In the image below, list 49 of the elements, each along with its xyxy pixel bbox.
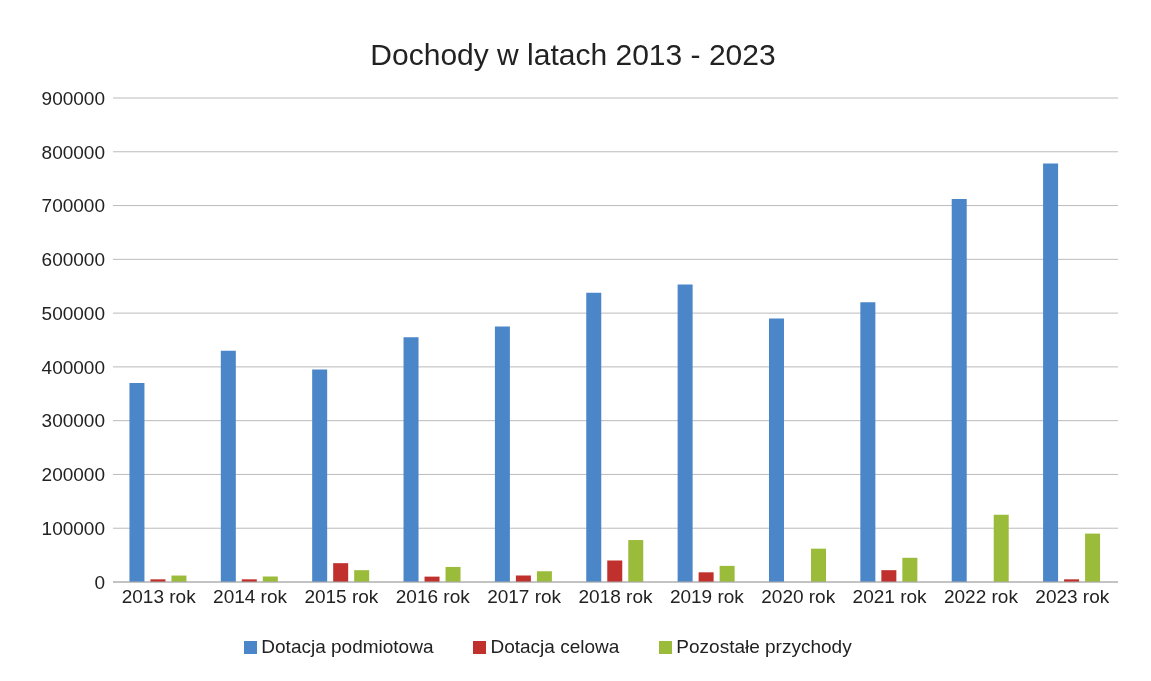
bar: [220, 350, 236, 582]
bar: [129, 383, 145, 582]
x-tick-label: 2015 rok: [304, 586, 379, 608]
bar: [607, 560, 623, 582]
x-tick-label: 2021 rok: [852, 586, 928, 608]
bar: [445, 566, 461, 582]
x-tick-label: 2020 rok: [761, 586, 836, 608]
x-tick-label: 2016 rok: [395, 586, 471, 608]
bar: [536, 571, 552, 582]
legend-label: Pozostałe przychody: [676, 636, 852, 657]
bar: [333, 563, 349, 582]
chart-title: Dochody w latach 2013 - 2023: [369, 37, 777, 73]
bar: [677, 284, 693, 582]
y-tick-label: 800000: [41, 141, 105, 163]
bar: [628, 540, 644, 582]
bar: [810, 548, 826, 582]
bar: [494, 326, 510, 582]
bar: [354, 570, 370, 582]
x-tick-label: 2018 rok: [578, 586, 653, 608]
bar: [1085, 533, 1101, 582]
x-tick-label: 2023 rok: [1035, 586, 1110, 608]
legend-label: Dotacja celowa: [490, 636, 620, 657]
y-tick-label: 600000: [41, 249, 105, 271]
bar: [951, 199, 967, 582]
x-tick-label: 2013 rok: [121, 586, 197, 608]
bar: [768, 318, 784, 582]
y-tick-label: 900000: [41, 87, 105, 109]
y-tick-label: 400000: [41, 356, 105, 378]
bar: [1043, 163, 1059, 582]
y-tick-label: 700000: [41, 195, 105, 217]
y-tick-label: 300000: [41, 410, 105, 432]
y-tick-label: 200000: [41, 464, 105, 486]
bar: [586, 292, 602, 582]
x-tick-label: 2014 rok: [213, 586, 288, 608]
bar: [312, 369, 328, 582]
bar: [993, 514, 1009, 582]
y-tick-label: 100000: [41, 517, 105, 539]
x-tick-label: 2022 rok: [943, 586, 1019, 608]
y-tick-label: 0: [94, 571, 105, 593]
legend-label: Dotacja podmiotowa: [261, 636, 434, 657]
bar: [881, 570, 897, 582]
y-tick-label: 500000: [41, 302, 105, 324]
x-tick-label: 2017 rok: [487, 586, 562, 608]
bar: [698, 572, 714, 582]
bar: [902, 557, 918, 582]
bar: [719, 565, 735, 582]
bar: [403, 337, 419, 582]
x-tick-label: 2019 rok: [669, 586, 745, 608]
bar: [860, 302, 876, 582]
